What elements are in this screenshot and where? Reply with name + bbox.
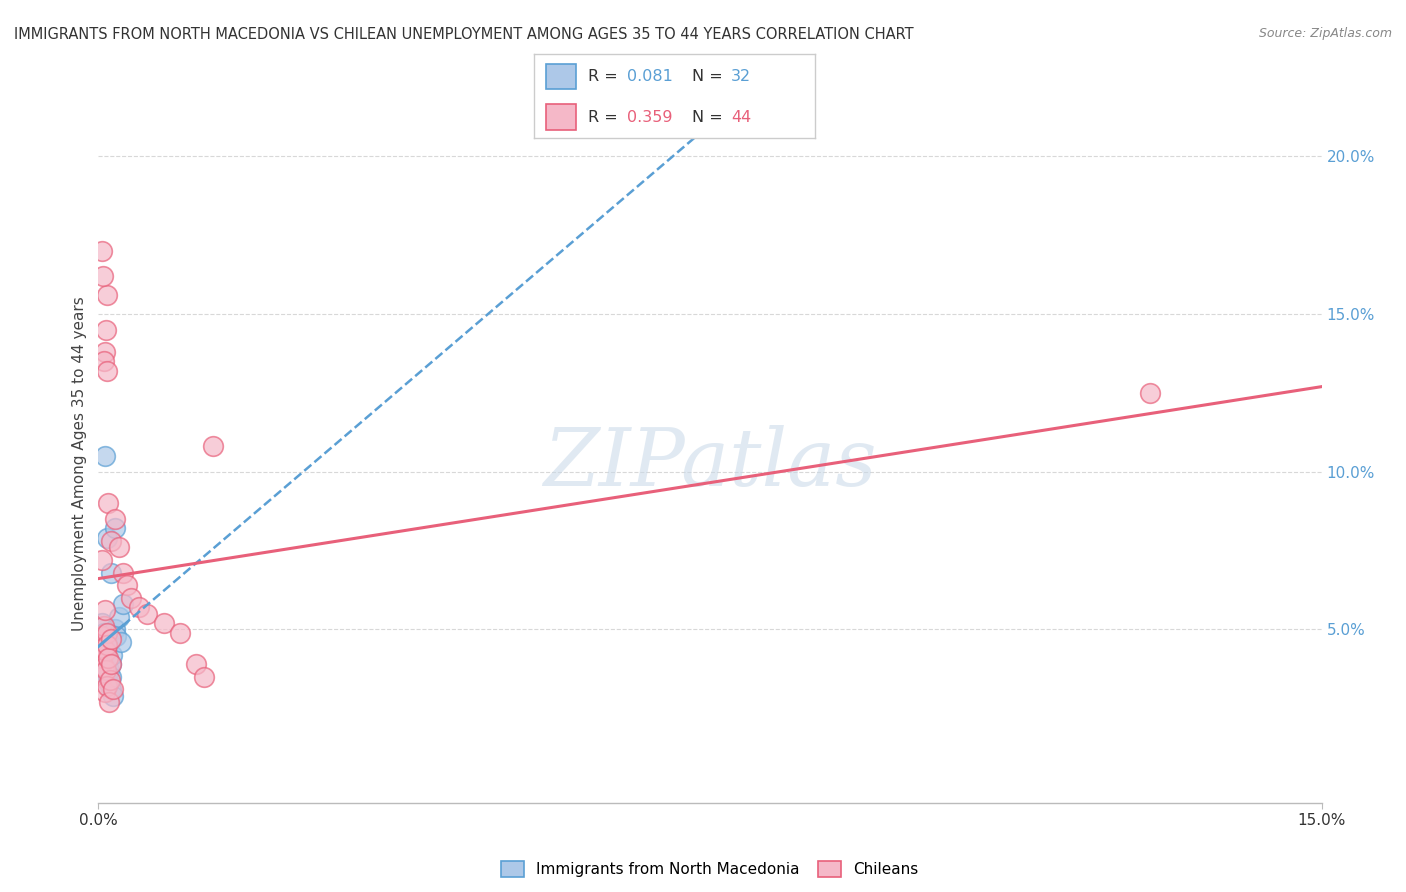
Point [104, 512, 127, 526]
Point [110, 635, 132, 649]
Point [96, 638, 118, 652]
Text: Source: ZipAtlas.com: Source: ZipAtlas.com [1258, 27, 1392, 40]
Legend: Immigrants from North Macedonia, Chileans: Immigrants from North Macedonia, Chilean… [495, 855, 925, 883]
Point [100, 657, 122, 671]
Point [100, 632, 122, 646]
Point [115, 578, 138, 592]
Point [100, 566, 122, 580]
Point [111, 566, 134, 580]
Point [96, 679, 118, 693]
Point [94, 641, 117, 656]
Point [97, 650, 120, 665]
Point [93, 660, 115, 674]
Point [100, 670, 122, 684]
Point [97, 638, 120, 652]
Point [108, 541, 131, 555]
Point [100, 682, 122, 697]
Point [94, 673, 117, 687]
Point [93, 354, 115, 368]
Point [101, 648, 124, 662]
Point [94, 603, 117, 617]
Point [193, 670, 215, 684]
Text: IMMIGRANTS FROM NORTH MACEDONIA VS CHILEAN UNEMPLOYMENT AMONG AGES 35 TO 44 YEAR: IMMIGRANTS FROM NORTH MACEDONIA VS CHILE… [14, 27, 914, 42]
Point [152, 616, 174, 631]
Text: 32: 32 [731, 69, 751, 84]
Point [90, 654, 112, 668]
Point [94, 648, 117, 662]
Point [98, 695, 121, 709]
Point [111, 597, 134, 611]
Text: N =: N = [692, 110, 728, 125]
Point [90, 553, 112, 567]
Point [104, 521, 127, 535]
Point [100, 657, 122, 671]
Point [97, 496, 120, 510]
Point [91, 641, 114, 656]
Point [94, 345, 117, 359]
Point [108, 609, 131, 624]
Point [104, 623, 127, 637]
Point [89, 648, 111, 662]
Point [169, 625, 191, 640]
Point [128, 600, 150, 615]
Text: R =: R = [588, 69, 623, 84]
Point [93, 625, 115, 640]
Point [136, 607, 159, 621]
Point [96, 654, 118, 668]
Point [94, 664, 117, 678]
Point [91, 650, 114, 665]
Point [91, 269, 114, 284]
Point [98, 664, 121, 678]
Point [186, 657, 208, 671]
Point [96, 629, 118, 643]
Y-axis label: Unemployment Among Ages 35 to 44 years: Unemployment Among Ages 35 to 44 years [72, 296, 87, 632]
Point [94, 660, 117, 674]
Point [96, 625, 118, 640]
Point [91, 657, 114, 671]
Point [120, 591, 142, 605]
Point [96, 531, 118, 545]
Point [90, 635, 112, 649]
Point [105, 629, 128, 643]
Point [100, 534, 122, 549]
Point [98, 673, 121, 687]
Point [89, 644, 111, 658]
Point [93, 670, 115, 684]
Point [1139, 385, 1161, 400]
Point [94, 644, 117, 658]
Point [90, 632, 112, 646]
Point [91, 629, 114, 643]
Point [91, 635, 114, 649]
Text: 44: 44 [731, 110, 751, 125]
Bar [546, 104, 576, 130]
Point [96, 364, 118, 378]
Point [101, 682, 124, 697]
Text: N =: N = [692, 69, 728, 84]
Point [91, 244, 114, 258]
Text: ZIPatlas: ZIPatlas [543, 425, 877, 502]
Point [94, 685, 117, 699]
Bar [546, 63, 576, 89]
Point [94, 449, 117, 463]
Point [90, 616, 112, 631]
Text: 0.359: 0.359 [627, 110, 672, 125]
Point [98, 676, 121, 690]
Point [93, 619, 115, 633]
Point [91, 670, 114, 684]
Point [96, 666, 118, 681]
Point [96, 288, 118, 302]
Text: 0.081: 0.081 [627, 69, 673, 84]
Text: R =: R = [588, 110, 623, 125]
Point [101, 689, 124, 703]
Point [201, 440, 224, 454]
Point [94, 323, 117, 337]
